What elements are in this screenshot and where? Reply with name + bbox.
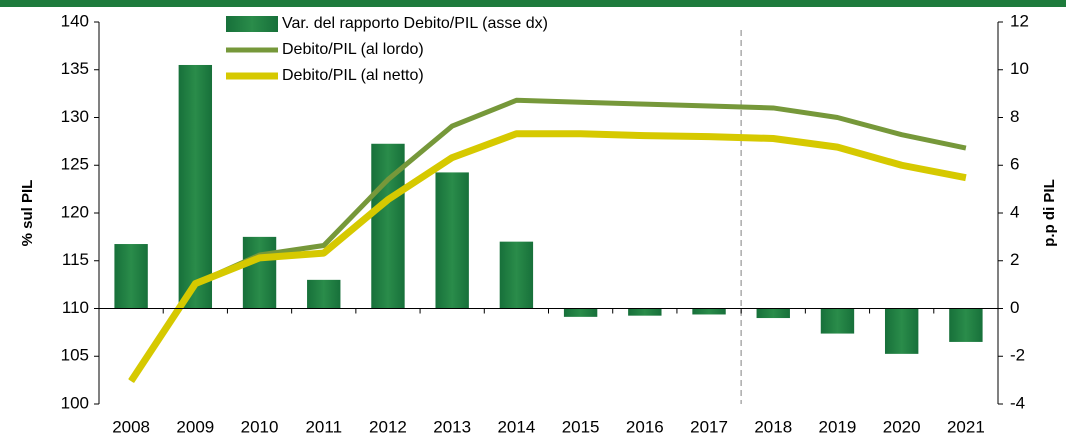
y-tick-label: 105 [61,346,89,365]
y2-tick-label: 2 [1010,250,1019,269]
x-tick-label: 2021 [947,417,985,436]
y2-tick-label: 0 [1010,298,1019,317]
line [128,130,967,384]
bar [563,308,598,317]
y-tick-label: 115 [62,250,89,269]
bar [884,308,919,354]
legend-swatch [226,16,278,32]
y-tick-label: 125 [61,155,89,174]
y2-tick-label: 8 [1010,107,1019,126]
legend-label: Debito/PIL (al lordo) [282,41,424,58]
bar [435,172,469,309]
x-tick-label: 2018 [754,417,792,436]
bar [242,236,277,309]
y2-tick-label: -2 [1010,346,1025,365]
x-tick-label: 2011 [305,417,342,436]
legend-label: Var. del rapporto Debito/PIL (asse dx) [282,15,548,32]
y-tick-label: 135 [61,59,89,78]
x-tick-label: 2020 [883,417,921,436]
y-tick-label: 140 [61,11,89,30]
y2-tick-label: 10 [1010,59,1029,78]
x-tick-label: 2013 [433,417,471,436]
bar [178,64,213,309]
y-tick-label: 130 [61,107,89,126]
y2-tick-label: -4 [1010,393,1025,412]
x-tick-label: 2008 [112,417,150,436]
x-tick-label: 2017 [690,417,728,436]
y2-axis-label: p.p di PIL [1041,179,1058,247]
bar [756,308,790,319]
x-tick-label: 2015 [562,417,600,436]
line [129,97,967,383]
x-tick-label: 2009 [176,417,214,436]
bar [499,241,534,309]
header-band [0,0,1066,7]
y-axis-label: % sul PIL [19,180,36,247]
x-tick-label: 2012 [369,417,407,436]
legend-label: Debito/PIL (al netto) [282,67,424,84]
y2-tick-label: 6 [1010,155,1019,174]
bar [692,308,726,315]
y-tick-label: 110 [62,298,89,317]
bar [628,308,662,316]
y-tick-label: 100 [61,393,89,412]
bar [307,279,341,309]
y2-tick-label: 12 [1010,11,1029,30]
y-tick-label: 120 [61,202,89,221]
bar [114,244,148,309]
bar [820,308,855,334]
y2-tick-label: 4 [1010,202,1019,221]
x-tick-label: 2019 [819,417,857,436]
x-tick-label: 2016 [626,417,664,436]
x-tick-label: 2010 [241,417,279,436]
bar [949,308,983,342]
x-tick-label: 2014 [497,417,535,436]
